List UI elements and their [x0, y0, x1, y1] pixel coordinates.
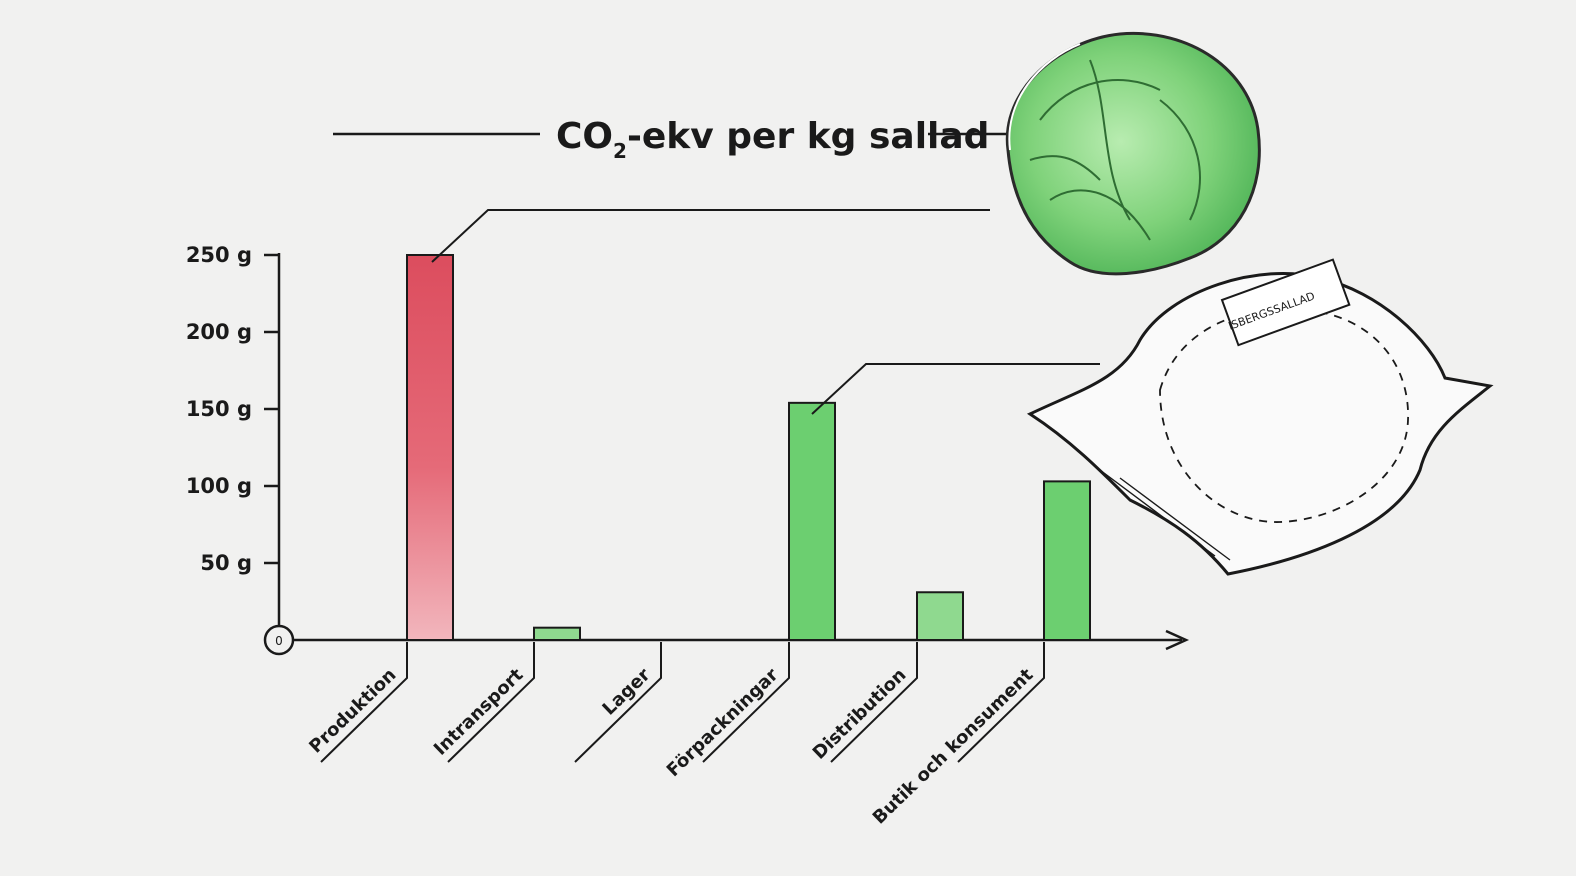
category-leader-line	[574, 642, 662, 763]
category-leader-line	[447, 642, 535, 763]
x-axis-arrow	[1165, 629, 1190, 651]
category-leader-line	[702, 642, 790, 763]
y-tick-label: 100 g	[186, 474, 252, 498]
origin-label: 0	[275, 634, 283, 648]
chart-title-group: CO2-ekv per kg sallad	[333, 116, 1010, 163]
title-co: CO	[556, 116, 613, 157]
category-leader-line	[320, 642, 408, 763]
category-leader-line	[830, 642, 918, 763]
bar-förpackningar	[788, 401, 836, 641]
title-rest: -ekv per kg sallad	[627, 116, 989, 157]
y-tick-label: 50 g	[200, 551, 252, 575]
category-label: Förpackningar	[663, 664, 783, 781]
bar-intransport	[533, 626, 581, 641]
category-label: Produktion	[305, 664, 400, 757]
bar-produktion	[406, 254, 454, 641]
title-subscript: 2	[613, 139, 627, 163]
y-tick-label: 150 g	[186, 397, 252, 421]
y-tick-label: 200 g	[186, 320, 252, 344]
package-illustration: ISBERGSSALLAD	[1026, 258, 1494, 576]
origin-circle	[263, 624, 295, 656]
bars	[406, 254, 1091, 642]
lettuce-illustration	[1005, 31, 1261, 276]
chart-title: CO2-ekv per kg sallad	[556, 116, 989, 163]
y-ticks: 50 g 100 g 150 g 200 g 250 g	[186, 243, 279, 575]
callout-line-lettuce	[431, 209, 990, 263]
bar-butik-och-konsument	[1043, 480, 1091, 641]
bar-distribution	[916, 591, 964, 642]
category-leader-line	[957, 642, 1045, 763]
category-labels: Produktion Intransport Lager Förpackningar D…	[305, 642, 1045, 828]
callout-line-package	[811, 363, 1100, 415]
category-label: Distribution	[809, 664, 911, 763]
category-label: Intransport	[430, 664, 528, 760]
y-tick-label: 250 g	[186, 243, 252, 267]
